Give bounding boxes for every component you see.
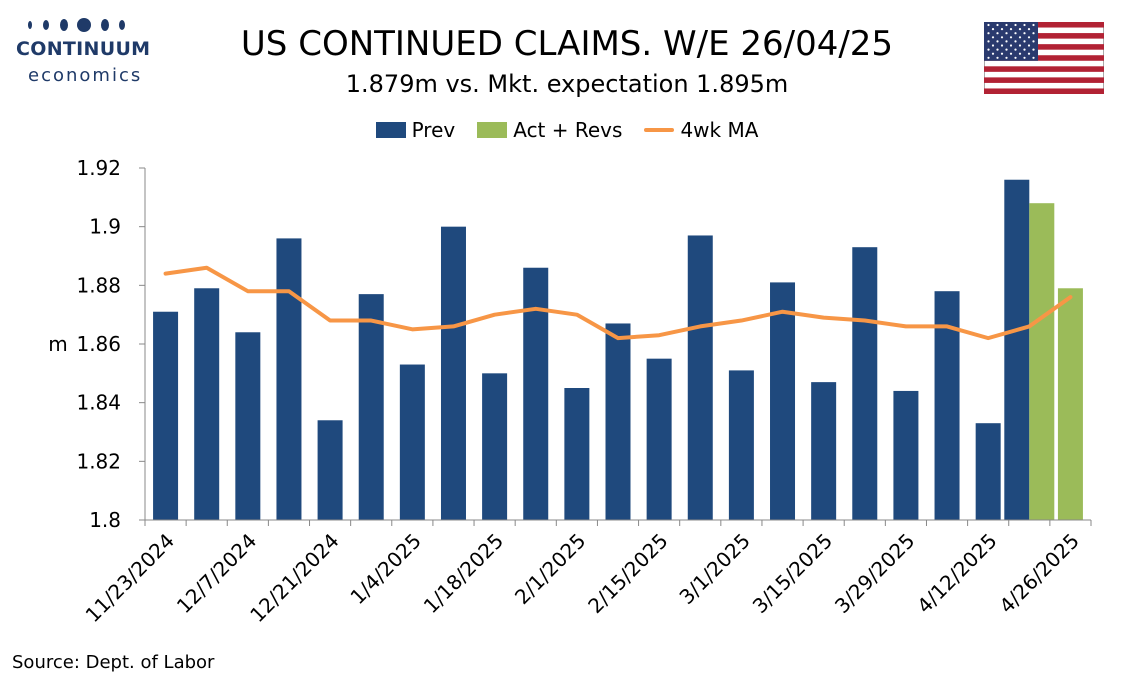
bar-act-revs <box>1057 288 1083 520</box>
y-tick-label: 1.82 <box>76 449 121 473</box>
x-tick-label: 3/1/2025 <box>674 529 754 609</box>
x-tick-label: 1/4/2025 <box>345 529 425 609</box>
legend-swatch-prev <box>375 122 406 138</box>
x-tick-label: 2/15/2025 <box>583 529 672 618</box>
bar-prev <box>975 423 1001 520</box>
source-note: Source: Dept. of Labor <box>12 652 215 673</box>
legend-label-prev: Prev <box>411 118 456 142</box>
chart-title: US CONTINUED CLAIMS. W/E 26/04/25 <box>240 24 894 64</box>
bar-prev <box>358 294 384 520</box>
logo-dots-graphic <box>28 18 125 32</box>
bar-prev <box>564 388 590 520</box>
bar-act-revs <box>1029 203 1055 520</box>
bar-prev <box>728 370 754 520</box>
y-tick-label: 1.86 <box>76 332 121 356</box>
legend-swatch-act <box>477 122 508 138</box>
bar-prev <box>1004 179 1030 521</box>
logo-subtitle: economics <box>28 65 143 86</box>
x-tick-label: 12/7/2024 <box>172 529 261 618</box>
y-tick-label: 1.8 <box>89 508 121 532</box>
bar-prev <box>235 332 261 520</box>
legend-label-act: Act + Revs <box>513 118 623 142</box>
continuum-logo: CONTINUUM economics <box>12 14 150 86</box>
chart-legend: Prev Act + Revs 4wk MA <box>0 118 1134 142</box>
x-tick-label: 4/12/2025 <box>912 529 1001 618</box>
legend-item-ma: 4wk MA <box>644 118 758 142</box>
x-tick-label: 4/26/2025 <box>994 529 1083 618</box>
chart-subtitle: 1.879m vs. Mkt. expectation 1.895m <box>345 70 789 98</box>
y-axis-label: m <box>48 332 67 356</box>
bar-prev <box>276 238 302 520</box>
x-tick-label: 2/1/2025 <box>510 529 590 609</box>
y-tick-label: 1.84 <box>76 391 121 415</box>
legend-swatch-ma <box>644 128 675 132</box>
logo-dots-icon <box>12 14 132 36</box>
legend-label-ma: 4wk MA <box>680 118 759 142</box>
us-flag-icon <box>984 22 1104 94</box>
bar-prev <box>852 247 878 520</box>
bar-prev <box>811 382 837 520</box>
x-tick-label: 3/29/2025 <box>830 529 919 618</box>
y-tick-label: 1.88 <box>76 273 121 297</box>
x-tick-label: 3/15/2025 <box>748 529 837 618</box>
bar-prev <box>194 288 220 520</box>
x-tick-label: 1/18/2025 <box>419 529 508 618</box>
bar-prev <box>605 323 631 520</box>
bar-prev <box>482 373 508 520</box>
legend-item-prev: Prev <box>375 118 456 142</box>
bar-prev <box>399 364 425 520</box>
bar-prev <box>440 226 466 521</box>
bar-prev <box>523 267 549 520</box>
bar-prev <box>646 358 672 520</box>
bar-prev <box>153 311 179 520</box>
legend-item-act: Act + Revs <box>477 118 622 142</box>
bar-prev <box>893 390 919 520</box>
bar-prev <box>687 235 713 520</box>
y-tick-label: 1.92 <box>76 156 121 180</box>
x-tick-label: 11/23/2024 <box>81 529 179 627</box>
line-4wk-ma <box>163 265 1073 341</box>
logo-name: CONTINUUM <box>16 38 151 60</box>
y-tick-label: 1.9 <box>89 215 121 239</box>
bar-prev <box>770 282 796 520</box>
x-tick-label: 12/21/2024 <box>245 529 343 627</box>
bar-prev <box>317 420 343 520</box>
